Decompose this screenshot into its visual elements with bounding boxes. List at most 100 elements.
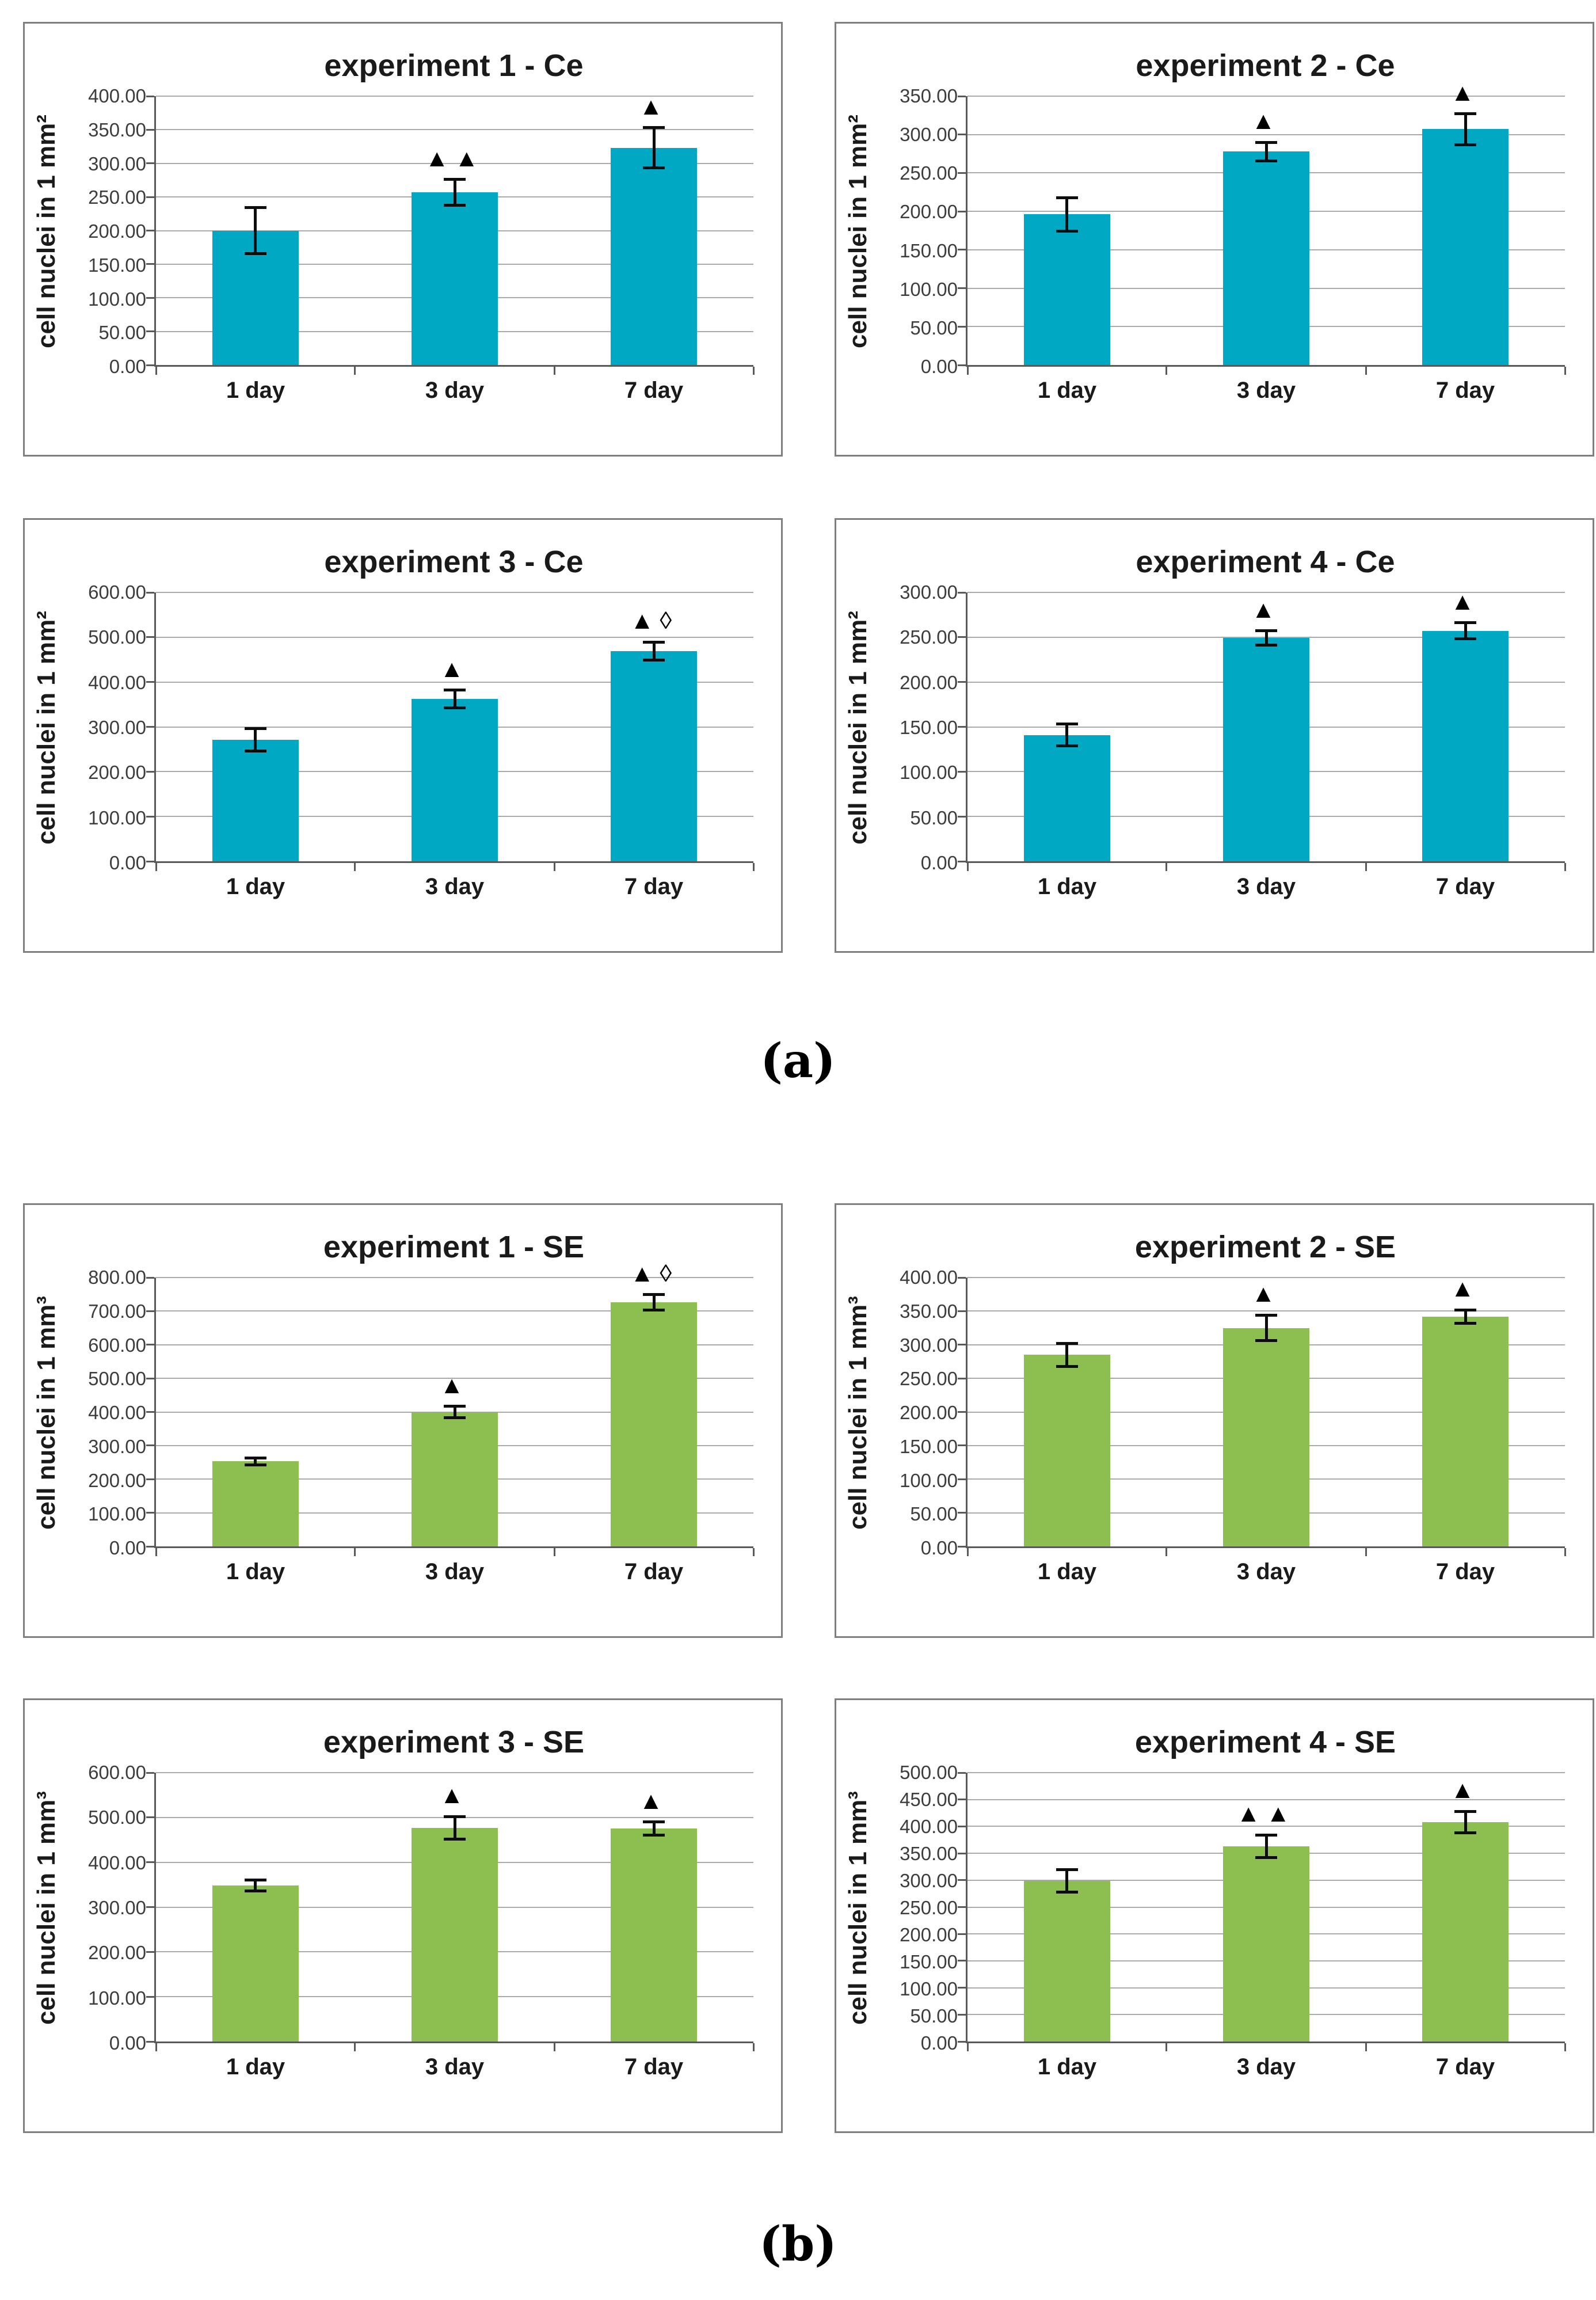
- x-tick-mark: [1165, 2043, 1168, 2051]
- chart-panel-exp2-ce: experiment 2 - Ce cell nuclei in 1 mm² 0.0…: [835, 22, 1594, 457]
- error-bar-line: [254, 728, 257, 751]
- y-tick-mark: [958, 1444, 966, 1447]
- x-tick-mark: [966, 2043, 969, 2051]
- y-tick-mark: [958, 1512, 966, 1514]
- error-bar-cap-bottom: [444, 203, 466, 207]
- error-bar-line: [1464, 113, 1467, 145]
- x-axis-label: 7 day: [1435, 873, 1495, 899]
- bar-exp2-ce-1day: [1023, 214, 1110, 365]
- x-axis-label: 7 day: [624, 873, 684, 899]
- y-tick-mark: [146, 1816, 154, 1819]
- chart-title: experiment 3 - Ce: [324, 545, 584, 579]
- y-tick-label: 100.00: [88, 288, 146, 310]
- x-axis-label: 1 day: [1037, 2054, 1097, 2079]
- y-axis-label-text: cell nuclei in 1 mm³: [843, 1791, 872, 2025]
- y-tick-mark: [146, 1861, 154, 1864]
- chart-panel-exp2-se: experiment 2 - SE cell nuclei in 1 mm³ 0.0…: [835, 1203, 1594, 1638]
- x-axis-label: 7 day: [1435, 2054, 1495, 2079]
- x-axis-labels: 1 day 3 day 7 day: [967, 863, 1565, 910]
- chart-title: experiment 4 - Ce: [1136, 545, 1395, 579]
- section-label-b: (b): [759, 2217, 837, 2272]
- y-tick-label: 100.00: [900, 762, 958, 784]
- y-tick-mark: [958, 1852, 966, 1854]
- gridline: [156, 1310, 753, 1312]
- x-axis-labels: 1 day 3 day 7 day: [967, 367, 1565, 414]
- error-bar-cap-top: [1454, 1308, 1476, 1311]
- y-tick-mark: [146, 2040, 154, 2043]
- error-bar-cap-top: [643, 1293, 665, 1297]
- y-tick-mark: [958, 681, 966, 683]
- x-axis-label: 7 day: [1435, 377, 1495, 403]
- y-tick-mark: [958, 1825, 966, 1827]
- y-axis-tick-labels: 0.00 50.00 100.00 150.00 200.00 250.00 300.00 3…: [68, 86, 154, 377]
- y-tick-label: 0.00: [920, 852, 958, 873]
- y-tick-label: 150.00: [88, 254, 146, 276]
- x-axis-label: 1 day: [226, 2054, 285, 2079]
- chart-panel-exp1-ce: experiment 1 - Ce cell nuclei in 1 mm² 0.0…: [23, 22, 783, 457]
- y-tick-label: 250.00: [900, 1897, 958, 1918]
- y-tick-label: 300.00: [900, 1334, 958, 1356]
- y-tick-mark: [958, 95, 966, 97]
- y-tick-mark: [958, 1478, 966, 1480]
- bar-exp4-se-1day: [1023, 1880, 1110, 2042]
- error-bar-cap-top: [1255, 629, 1277, 633]
- y-axis-label: cell nuclei in 1 mm³: [25, 1773, 68, 2043]
- error-bar-cap-bottom: [1056, 1364, 1078, 1368]
- plot-area: ▲ ▲: [146, 1771, 755, 2051]
- error-bar-cap-top: [1056, 723, 1078, 726]
- y-tick-mark: [958, 2013, 966, 2016]
- significance-annotation: ▲: [440, 655, 470, 682]
- plot-area: ▲▲ ▲: [958, 1771, 1566, 2051]
- gridline: [967, 1799, 1565, 1800]
- x-tick-mark: [1365, 863, 1367, 871]
- y-tick-label: 150.00: [900, 1435, 958, 1457]
- y-tick-mark: [146, 1995, 154, 1998]
- significance-annotation: ▲: [1251, 107, 1281, 135]
- chart-row-b1: experiment 1 - SE cell nuclei in 1 mm³ 0.0…: [23, 1203, 1594, 1638]
- error-bar-line: [1264, 1315, 1268, 1341]
- y-axis-tick-labels: 0.00 100.00 200.00 300.00 400.00 500.00 600.00: [68, 1762, 154, 2054]
- y-tick-label: 700.00: [88, 1300, 146, 1322]
- x-axis-label: 7 day: [624, 377, 684, 403]
- section-label-a: (a): [760, 1033, 836, 1089]
- y-tick-label: 100.00: [88, 1987, 146, 2009]
- y-tick-mark: [958, 1377, 966, 1379]
- x-axis-label: 1 day: [1037, 873, 1097, 899]
- error-bar-cap-bottom: [643, 1834, 665, 1837]
- y-tick-mark: [146, 1344, 154, 1346]
- y-tick-label: 300.00: [900, 124, 958, 146]
- error-bar-cap-top: [1056, 196, 1078, 199]
- y-tick-label: 300.00: [88, 1897, 146, 1918]
- error-bar-cap-bottom: [244, 252, 266, 255]
- x-tick-mark: [155, 367, 157, 375]
- y-tick-label: 100.00: [88, 807, 146, 828]
- y-axis-label: cell nuclei in 1 mm²: [25, 592, 68, 863]
- y-tick-label: 0.00: [109, 356, 146, 377]
- error-bar-cap-top: [1454, 1809, 1476, 1813]
- plot-area: ▲ ▲: [958, 80, 1566, 375]
- error-bar-line: [1065, 1343, 1069, 1367]
- bar-exp4-ce-3day: [1223, 638, 1309, 861]
- y-tick-label: 100.00: [88, 1503, 146, 1525]
- y-tick-mark: [958, 287, 966, 290]
- y-tick-mark: [146, 681, 154, 683]
- gridline: [156, 1277, 753, 1278]
- y-tick-mark: [958, 134, 966, 136]
- x-tick-mark: [354, 1548, 356, 1556]
- x-tick-mark: [752, 2043, 755, 2051]
- y-tick-mark: [958, 1411, 966, 1413]
- y-tick-label: 300.00: [900, 581, 958, 603]
- x-axis-label: 1 day: [1037, 1558, 1097, 1584]
- x-axis-label: 3 day: [1236, 2054, 1296, 2079]
- significance-annotation: ▲: [1450, 78, 1480, 106]
- y-axis-label: cell nuclei in 1 mm²: [836, 96, 879, 367]
- error-bar-line: [1065, 1869, 1069, 1892]
- chart-title: experiment 1 - SE: [323, 1230, 585, 1264]
- x-tick-mark: [966, 863, 969, 871]
- y-tick-mark: [958, 815, 966, 818]
- bar-exp3-se-7day: [611, 1828, 697, 2042]
- error-bar-line: [1464, 1310, 1467, 1324]
- bar-exp2-ce-3day: [1223, 151, 1309, 365]
- y-axis-tick-labels: 0.00 50.00 100.00 150.00 200.00 250.00 300.00 3…: [879, 86, 966, 377]
